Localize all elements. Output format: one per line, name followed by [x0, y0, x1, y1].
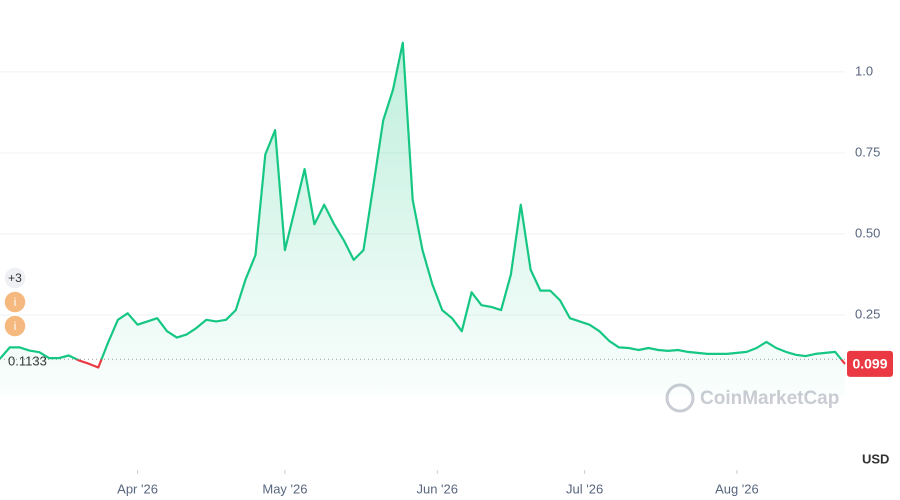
- price-line: [0, 41, 846, 369]
- price-area: [0, 42, 845, 396]
- last-price-box: [847, 350, 893, 377]
- event-marker-label: +3: [8, 271, 22, 285]
- x-tick-label: Apr '26: [117, 481, 158, 496]
- y-tick-label: 0.75: [855, 144, 880, 159]
- last-price-label: 0.099: [852, 356, 887, 372]
- x-tick-label: May '26: [262, 481, 307, 496]
- y-tick-label: 1.0: [855, 63, 873, 78]
- y-tick-label: 0.50: [855, 225, 880, 240]
- y-tick-label: 0.25: [855, 306, 880, 321]
- event-marker: [3, 314, 27, 338]
- x-tick-label: Jul '26: [566, 481, 603, 496]
- event-marker-label: i: [14, 295, 17, 309]
- x-tick-label: Aug '26: [715, 481, 759, 496]
- event-marker: [3, 290, 27, 314]
- x-tick-label: Jun '26: [416, 481, 458, 496]
- currency-label: USD: [862, 451, 889, 466]
- event-marker-label: i: [14, 319, 17, 333]
- event-marker: [3, 266, 27, 290]
